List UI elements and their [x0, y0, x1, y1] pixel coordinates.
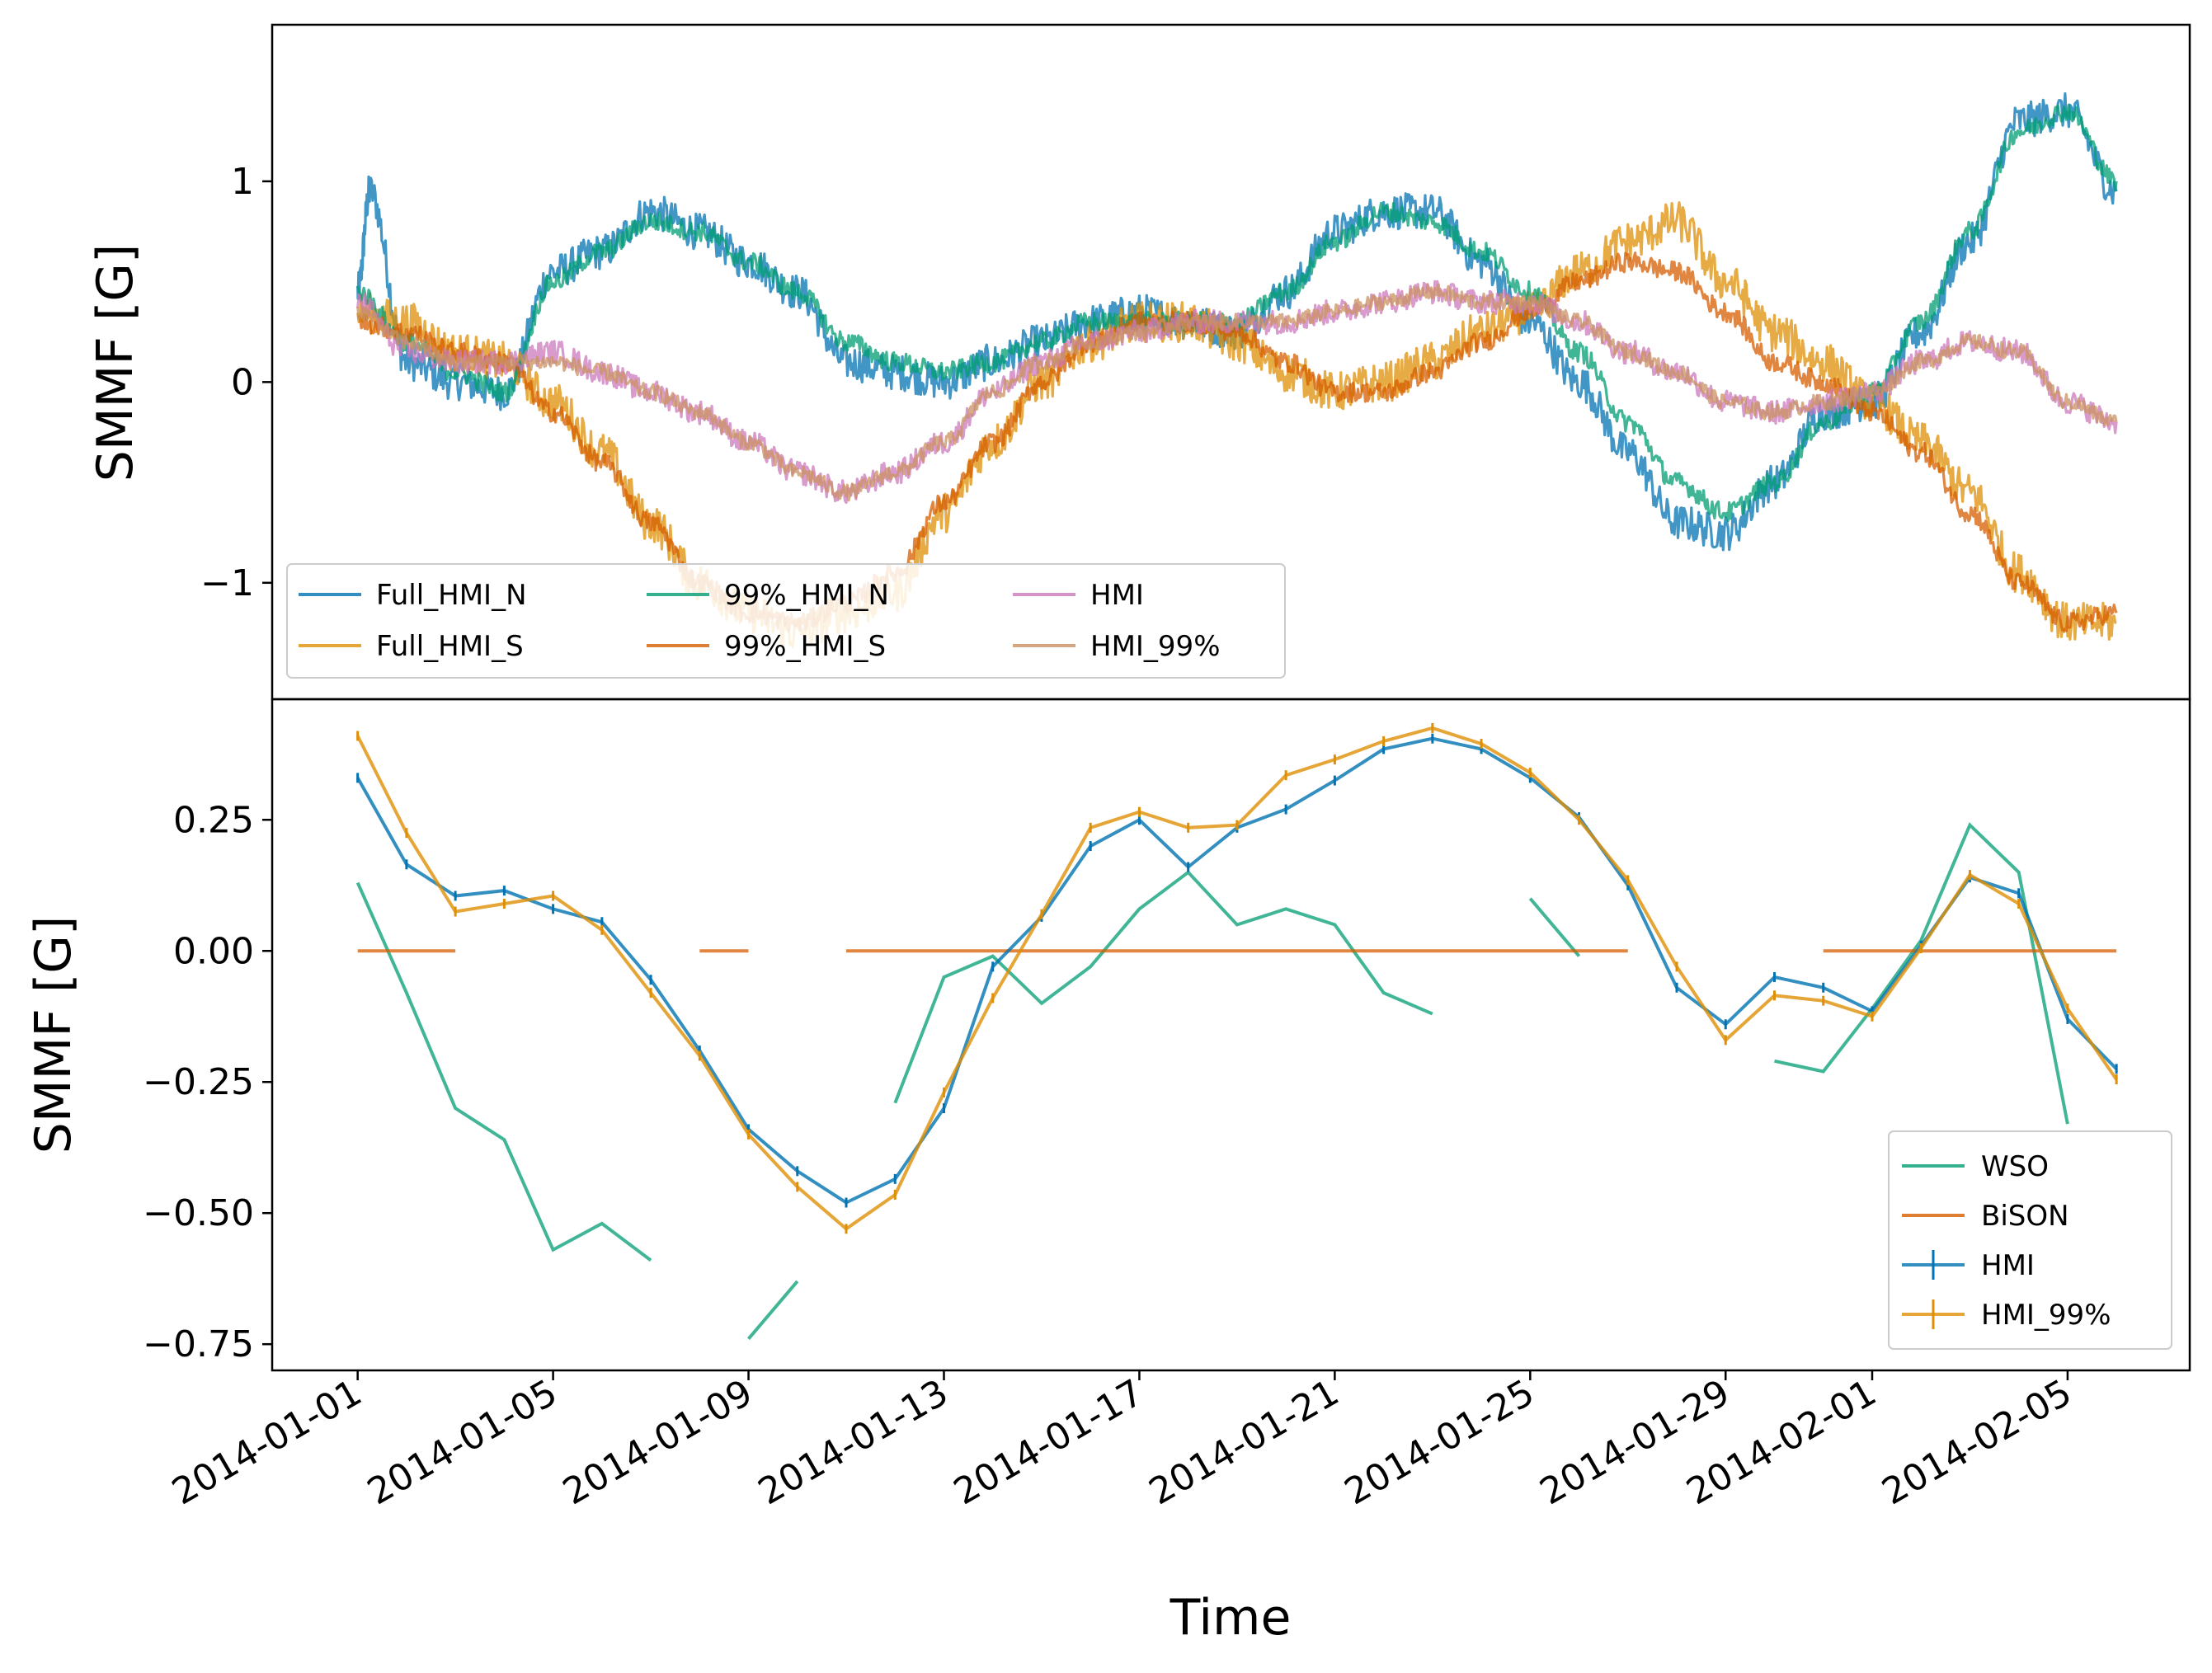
bottom-axes-frame: [271, 698, 2191, 1372]
bottom-ytick-label: 0.00: [173, 930, 254, 972]
top-legend-label: 99%_HMI_N: [724, 579, 889, 612]
bottom-ytick-label: 0.25: [173, 799, 254, 841]
bottom-line-wso: [1774, 822, 2069, 1125]
top-ytick-label: 1: [231, 161, 254, 203]
top-legend-label: Full_HMI_S: [376, 630, 524, 663]
bottom-legend-label: WSO: [1981, 1150, 2049, 1183]
bottom-ytick-label: −0.75: [143, 1323, 254, 1365]
top-ylabel: SMMF [G]: [87, 244, 144, 482]
top-line-hmi-99-: [356, 283, 2118, 502]
top-panel: −1 0 1 SMMF [G] Full_HMI_N Full_HMI_S 99%_HM…: [87, 23, 2191, 701]
bottom-line-wso: [746, 1280, 799, 1341]
bottom-series-group: [355, 722, 2118, 1341]
x-axis-label: Time: [1170, 1589, 1292, 1647]
top-ytick-label: −1: [200, 562, 254, 604]
bottom-legend-label: HMI_99%: [1981, 1299, 2111, 1332]
bottom-line-wso: [355, 881, 652, 1262]
top-series-group: [356, 92, 2118, 649]
top-legend: Full_HMI_N Full_HMI_S 99%_HMI_N 99%_HMI_S HM…: [286, 563, 1286, 679]
top-legend-box: [286, 563, 1286, 679]
bottom-ylabel: SMMF [G]: [25, 916, 82, 1154]
bottom-line-wso: [1528, 897, 1581, 957]
top-legend-label: Full_HMI_N: [376, 579, 527, 612]
top-legend-label: HMI_99%: [1090, 630, 1221, 663]
top-legend-label: 99%_HMI_S: [724, 630, 886, 663]
bottom-legend-label: BiSON: [1981, 1200, 2069, 1233]
bottom-ytick-label: −0.25: [143, 1061, 254, 1103]
bottom-legend-box: [1888, 1130, 2172, 1350]
bottom-yticks: −0.75 −0.50 −0.25 0.00 0.25: [143, 799, 272, 1365]
top-ytick-label: 0: [231, 361, 254, 403]
bottom-legend: WSO BiSON HMI HMI_99%: [1888, 1130, 2172, 1350]
bottom-line-wso: [893, 870, 1433, 1104]
top-legend-label: HMI: [1090, 579, 1144, 612]
top-yticks: −1 0 1: [200, 161, 272, 604]
bottom-legend-label: HMI: [1981, 1249, 2035, 1282]
bottom-ytick-label: −0.50: [143, 1192, 254, 1234]
